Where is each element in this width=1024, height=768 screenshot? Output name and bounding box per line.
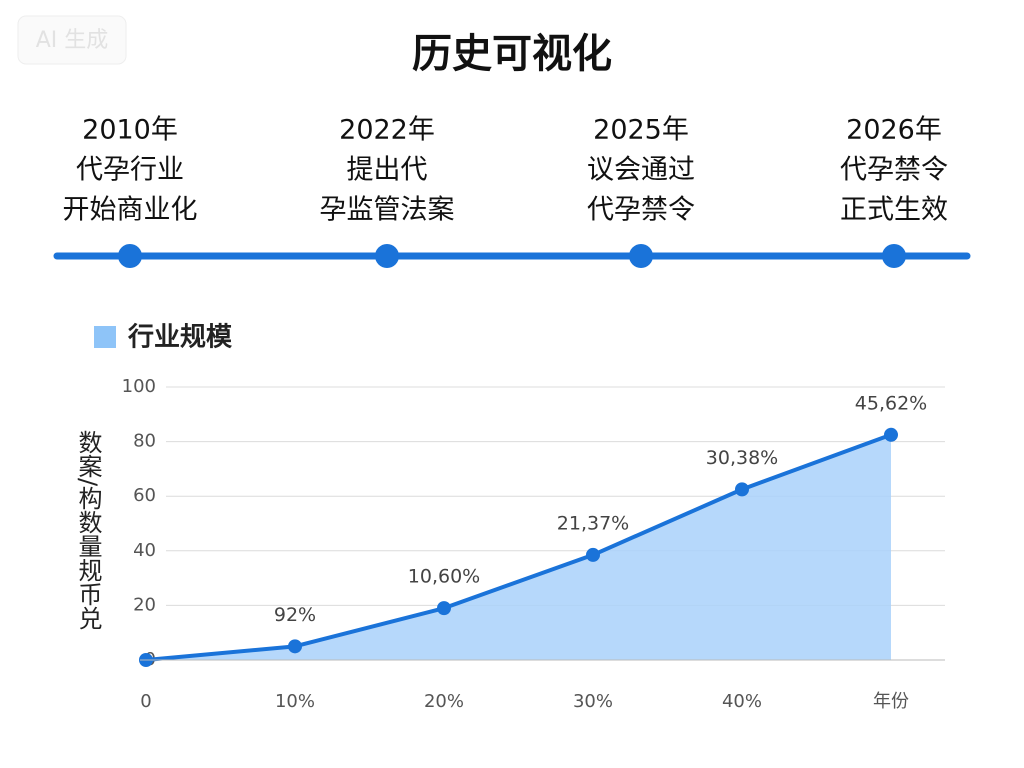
watermark-box: [17, 15, 127, 65]
point: [437, 601, 451, 616]
timeline: 2010年代孕行业开始商业化2022年提出代孕监管法案2025年议会通过代孕禁令…: [63, 115, 948, 268]
chart: 行业规模数案/构数量规币兑020406080100010%20%30%40%年份…: [74, 322, 945, 712]
x-tick-label: 30%: [573, 691, 613, 712]
point: [735, 482, 749, 497]
point: [884, 427, 898, 442]
annotation: 45,62%: [855, 392, 927, 414]
event-year: 2026年: [846, 115, 942, 146]
event-text: 议会通过: [587, 155, 695, 186]
annotation: 30,38%: [706, 447, 778, 469]
event-dot: [375, 244, 399, 268]
x-tick-label: 10%: [275, 691, 315, 712]
event-text: 开始商业化: [63, 195, 198, 226]
area: [146, 434, 891, 660]
event-text: 代孕行业: [76, 155, 184, 186]
y-axis-label: 数案/构数量规币兑: [74, 430, 102, 630]
event-year: 2022年: [339, 115, 435, 146]
y-tick-label: 80: [133, 431, 156, 452]
event-text: 正式生效: [840, 195, 948, 226]
point: [288, 639, 302, 654]
y-tick-label: 100: [122, 376, 156, 397]
annotation: 10,60%: [408, 566, 480, 588]
annotation: 21,37%: [557, 512, 629, 534]
event-dot: [629, 244, 653, 268]
event-text: 代孕禁令: [840, 155, 948, 186]
event-text: 代孕禁令: [587, 195, 695, 226]
x-tick-label: 年份: [873, 691, 909, 712]
y-tick-label: 20: [133, 594, 156, 615]
point: [586, 547, 600, 562]
x-tick-label: 20%: [424, 691, 464, 712]
event-dot: [118, 244, 142, 268]
x-tick-label: 0: [140, 691, 151, 712]
y-tick-label: 60: [133, 485, 156, 506]
event-year: 2025年: [593, 115, 689, 146]
legend-swatch: [94, 326, 116, 348]
watermark: AI 生成: [36, 28, 109, 53]
event-text: 提出代: [347, 155, 428, 186]
x-tick-label: 40%: [722, 691, 762, 712]
event-year: 2010年: [82, 115, 178, 146]
event-text: 孕监管法案: [320, 195, 455, 226]
title: 历史可视化: [412, 31, 612, 77]
annotation: 92%: [274, 604, 316, 626]
legend-label: 行业规模: [127, 322, 233, 353]
y-tick-label: 40: [133, 540, 156, 561]
line: [145, 432, 892, 662]
event-dot: [882, 244, 906, 268]
